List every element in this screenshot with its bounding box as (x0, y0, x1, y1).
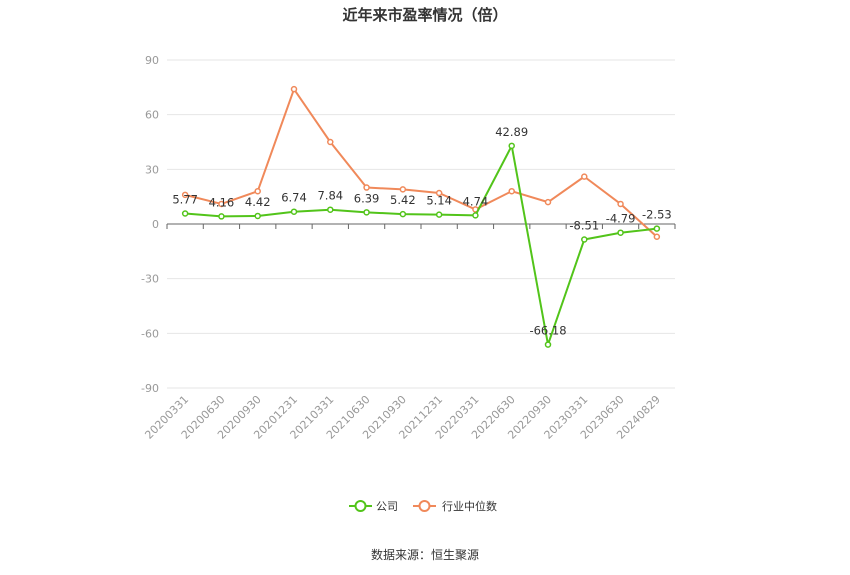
data-labels: 5.77 4.16 4.42 6.74 7.84 6.39 5.42 5.14 4.74 42.8… (172, 125, 671, 338)
y-tick-label: -90 (141, 382, 159, 395)
y-tick-label: -30 (141, 273, 159, 286)
legend-marker-icon (354, 500, 367, 512)
data-point[interactable] (399, 210, 407, 218)
data-point[interactable] (508, 142, 515, 150)
data-point[interactable] (435, 211, 443, 218)
legend-label: 公司 (376, 500, 398, 513)
data-point[interactable] (327, 138, 334, 146)
data-label: 4.74 (463, 194, 489, 208)
y-tick-label: 90 (145, 54, 159, 67)
data-point[interactable] (472, 212, 479, 219)
data-point[interactable] (218, 200, 225, 208)
data-point[interactable] (363, 184, 370, 191)
y-tick-label: 30 (145, 163, 159, 176)
data-label: -2.53 (642, 208, 672, 222)
legend-label: 行业中位数 (442, 499, 497, 513)
data-label: 6.39 (354, 191, 380, 205)
data-point[interactable] (544, 341, 552, 348)
data-point[interactable] (508, 187, 515, 195)
data-point[interactable] (581, 236, 588, 243)
data-label: -66.18 (529, 324, 566, 338)
data-point[interactable] (363, 209, 370, 216)
data-point[interactable] (617, 229, 624, 236)
data-point[interactable] (290, 208, 298, 215)
data-point[interactable] (435, 189, 443, 197)
data-point[interactable] (653, 233, 661, 241)
data-point[interactable] (218, 213, 225, 220)
data-label: 42.89 (495, 125, 528, 139)
legend-item-industry-median[interactable]: 行业中位数 (413, 499, 497, 513)
data-label: -8.51 (569, 219, 599, 233)
series-industry-median (181, 85, 661, 241)
data-label: 6.74 (281, 191, 307, 205)
data-point[interactable] (581, 173, 588, 180)
source-note: 数据来源：恒生聚源 (371, 547, 479, 562)
data-point[interactable] (653, 225, 661, 232)
series-line (185, 144, 657, 346)
data-point[interactable] (327, 206, 334, 213)
data-label: 4.16 (209, 195, 235, 209)
y-tick-label: 60 (145, 109, 159, 122)
data-label: 4.42 (245, 195, 271, 209)
series-line (184, 88, 658, 238)
data-point[interactable] (181, 191, 189, 199)
series-company (181, 142, 661, 348)
series-layer (181, 85, 661, 348)
y-tick-label: -60 (141, 327, 159, 340)
data-label: 5.77 (172, 192, 198, 206)
grid-lines (167, 59, 675, 389)
data-point[interactable] (254, 212, 261, 220)
data-label: 5.14 (426, 194, 452, 208)
data-label: 7.84 (317, 189, 343, 203)
legend: 公司 行业中位数 (349, 499, 497, 513)
data-point[interactable] (181, 210, 189, 217)
data-point[interactable] (399, 186, 407, 193)
legend-marker-icon (418, 500, 431, 512)
data-point[interactable] (617, 200, 624, 208)
data-point[interactable] (290, 85, 298, 93)
data-label: -4.79 (606, 212, 636, 226)
data-point[interactable] (544, 198, 552, 206)
chart-title: 近年来市盈率情况（倍） (342, 6, 507, 24)
data-label: 5.42 (390, 193, 416, 207)
legend-item-company[interactable]: 公司 (349, 500, 398, 513)
y-tick-label: 0 (152, 218, 159, 231)
data-point[interactable] (254, 187, 261, 195)
y-axis: 90 60 30 0 -30 -60 -90 (141, 54, 159, 395)
